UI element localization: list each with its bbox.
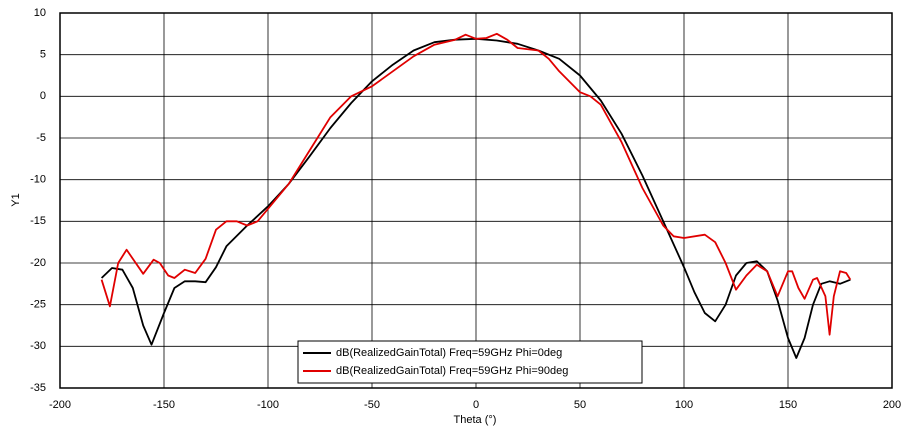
y-tick-label: 0: [40, 90, 46, 102]
x-axis-label: Theta (°): [454, 414, 497, 426]
plot-frame: [59, 12, 893, 389]
y-tick-label: -15: [30, 215, 46, 227]
x-tick-label: 0: [473, 399, 479, 411]
y-tick-label: 5: [40, 49, 46, 61]
y-tick-label: -10: [30, 174, 46, 186]
x-tick-label: -100: [257, 399, 279, 411]
x-tick-label: -150: [153, 399, 175, 411]
legend-label: dB(RealizedGainTotal) Freq=59GHz Phi=0de…: [336, 347, 562, 359]
x-tick-label: 150: [779, 399, 797, 411]
x-tick-label: 100: [675, 399, 693, 411]
x-tick-label: 50: [574, 399, 586, 411]
legend-box: [297, 340, 643, 384]
y-axis-label: Y1: [10, 193, 22, 206]
y-tick-label: -30: [30, 340, 46, 352]
y-tick-label: 10: [34, 7, 46, 19]
y-tick-label: -5: [36, 132, 46, 144]
y-tick-label: -35: [30, 382, 46, 394]
x-tick-label: -50: [364, 399, 380, 411]
x-tick-label: 200: [883, 399, 901, 411]
y-tick-label: -20: [30, 257, 46, 269]
y-tick-label: -25: [30, 299, 46, 311]
x-tick-label: -200: [49, 399, 71, 411]
series-line: [100, 32, 852, 336]
legend-label: dB(RealizedGainTotal) Freq=59GHz Phi=90d…: [336, 365, 568, 377]
